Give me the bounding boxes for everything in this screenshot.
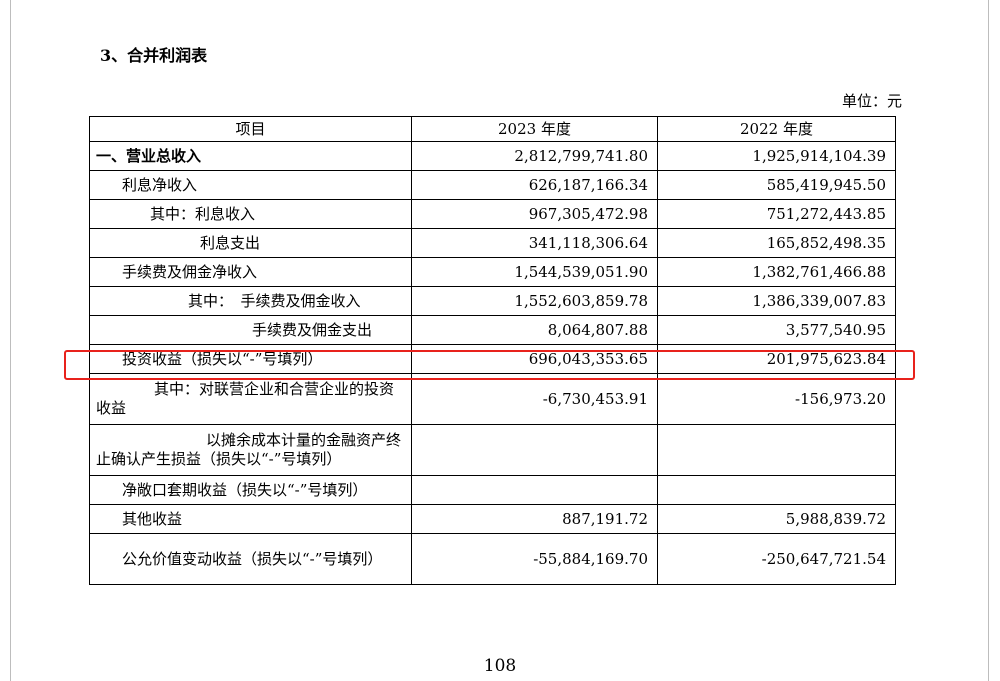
table-header-row: 项目 2023 年度 2022 年度 xyxy=(89,116,896,142)
value-2023: 8,064,807.88 xyxy=(411,315,658,345)
row-label: 净敞口套期收益（损失以“-”号填列） xyxy=(89,475,412,505)
row-label: 以摊余成本计量的金融资产终止确认产生损益（损失以“-”号填列） xyxy=(89,424,412,476)
value-2023: 626,187,166.34 xyxy=(411,170,658,200)
page-number: 108 xyxy=(483,656,517,676)
table-row: 利息支出 341,118,306.64 165,852,498.35 xyxy=(89,228,896,258)
row-label: 手续费及佣金支出 xyxy=(89,315,412,345)
value-2022: 1,382,761,466.88 xyxy=(657,257,896,287)
value-2023: 696,043,353.65 xyxy=(411,344,658,374)
row-label: 其中： 手续费及佣金收入 xyxy=(89,286,412,316)
value-2022: -156,973.20 xyxy=(657,373,896,425)
value-2023: 1,544,539,051.90 xyxy=(411,257,658,287)
value-2022: 5,988,839.72 xyxy=(657,504,896,534)
row-label: 利息支出 xyxy=(89,228,412,258)
section-title: 3、合并利润表 xyxy=(100,46,208,65)
value-2022: 1,386,339,007.83 xyxy=(657,286,896,316)
value-2022: 751,272,443.85 xyxy=(657,199,896,229)
value-2023: 887,191.72 xyxy=(411,504,658,534)
value-2022: 1,925,914,104.39 xyxy=(657,141,896,171)
table-row: 公允价值变动收益（损失以“-”号填列） -55,884,169.70 -250,… xyxy=(89,533,896,585)
page-border-right xyxy=(988,0,989,681)
page-border-left xyxy=(10,0,11,681)
value-2022: 3,577,540.95 xyxy=(657,315,896,345)
value-2022: -250,647,721.54 xyxy=(657,533,896,585)
row-label: 手续费及佣金净收入 xyxy=(89,257,412,287)
header-2022: 2022 年度 xyxy=(657,116,896,142)
table-row: 手续费及佣金支出 8,064,807.88 3,577,540.95 xyxy=(89,315,896,345)
value-2023: 1,552,603,859.78 xyxy=(411,286,658,316)
value-2023: 2,812,799,741.80 xyxy=(411,141,658,171)
table-row: 一、营业总收入 2,812,799,741.80 1,925,914,104.3… xyxy=(89,141,896,171)
row-label: 其中：对联营企业和合营企业的投资收益 xyxy=(89,373,412,425)
value-2023 xyxy=(411,475,658,505)
income-statement-table: 项目 2023 年度 2022 年度 一、营业总收入 2,812,799,741… xyxy=(89,116,896,585)
table-row: 净敞口套期收益（损失以“-”号填列） xyxy=(89,475,896,505)
value-2022: 201,975,623.84 xyxy=(657,344,896,374)
value-2023: 967,305,472.98 xyxy=(411,199,658,229)
value-2022 xyxy=(657,475,896,505)
table-row: 以摊余成本计量的金融资产终止确认产生损益（损失以“-”号填列） xyxy=(89,424,896,476)
row-label: 其他收益 xyxy=(89,504,412,534)
row-label: 投资收益（损失以“-”号填列） xyxy=(89,344,412,374)
table-row: 手续费及佣金净收入 1,544,539,051.90 1,382,761,466… xyxy=(89,257,896,287)
row-label: 公允价值变动收益（损失以“-”号填列） xyxy=(89,533,412,585)
value-2023: -55,884,169.70 xyxy=(411,533,658,585)
table-row: 其中：利息收入 967,305,472.98 751,272,443.85 xyxy=(89,199,896,229)
table-row: 利息净收入 626,187,166.34 585,419,945.50 xyxy=(89,170,896,200)
header-2023: 2023 年度 xyxy=(411,116,658,142)
value-2022 xyxy=(657,424,896,476)
header-item: 项目 xyxy=(89,116,412,142)
value-2022: 585,419,945.50 xyxy=(657,170,896,200)
highlight-box xyxy=(64,350,915,380)
value-2023: -6,730,453.91 xyxy=(411,373,658,425)
table-row-investment-income: 投资收益（损失以“-”号填列） 696,043,353.65 201,975,6… xyxy=(89,344,896,374)
value-2023: 341,118,306.64 xyxy=(411,228,658,258)
table-row: 其他收益 887,191.72 5,988,839.72 xyxy=(89,504,896,534)
row-label: 利息净收入 xyxy=(89,170,412,200)
value-2022: 165,852,498.35 xyxy=(657,228,896,258)
row-label: 其中：利息收入 xyxy=(89,199,412,229)
unit-label: 单位：元 xyxy=(841,92,902,110)
table-row: 其中：对联营企业和合营企业的投资收益 -6,730,453.91 -156,97… xyxy=(89,373,896,425)
table-row: 其中： 手续费及佣金收入 1,552,603,859.78 1,386,339,… xyxy=(89,286,896,316)
row-label: 一、营业总收入 xyxy=(89,141,412,171)
value-2023 xyxy=(411,424,658,476)
